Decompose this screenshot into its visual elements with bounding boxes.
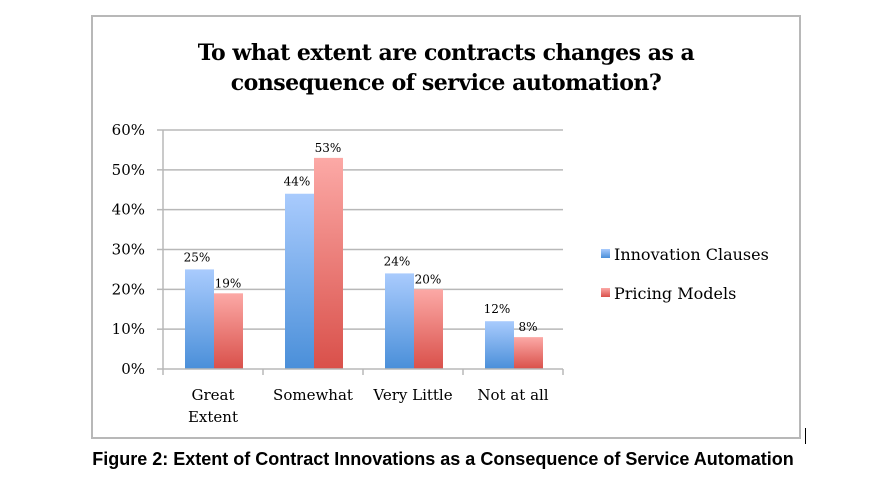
data-label: 8%	[518, 320, 537, 334]
x-category-label: Not at all	[477, 386, 548, 404]
y-tick-label: 30%	[112, 241, 145, 259]
legend-swatch	[601, 249, 610, 258]
chart-title-line-1: To what extent are contracts changes as …	[197, 40, 695, 66]
data-label: 44%	[284, 175, 311, 189]
y-tick-label: 20%	[112, 280, 145, 298]
bar-pricing-models	[314, 157, 343, 369]
bar-innovation-clauses	[185, 269, 214, 369]
legend-label: Innovation Clauses	[614, 245, 769, 264]
text-cursor	[805, 428, 806, 444]
y-tick-label: 60%	[112, 121, 145, 139]
data-label: 12%	[484, 302, 511, 316]
data-label: 53%	[315, 141, 342, 155]
y-tick-label: 50%	[112, 161, 145, 179]
y-tick-label: 40%	[112, 201, 145, 219]
bar-innovation-clauses	[485, 321, 514, 369]
gridlines	[163, 129, 563, 330]
x-category-label: Great	[191, 386, 234, 404]
bar-pricing-models	[514, 337, 543, 369]
chart-title: To what extent are contracts changes as …	[91, 38, 801, 98]
bars	[185, 157, 543, 369]
bar-pricing-models	[414, 289, 443, 369]
x-category-label: Very Little	[372, 386, 452, 404]
x-category-label: Somewhat	[273, 386, 353, 404]
figure-caption: Figure 2: Extent of Contract Innovations…	[92, 449, 794, 469]
bar-innovation-clauses	[285, 193, 314, 369]
legend-swatch	[601, 288, 610, 297]
data-label: 20%	[415, 272, 442, 286]
axes: 0% 10% 20% 30% 40% 50% 60% Great Extent Somewhat V…	[112, 121, 564, 426]
x-category-label: Extent	[188, 408, 238, 426]
legend-label: Pricing Models	[614, 284, 736, 303]
data-label: 19%	[215, 276, 242, 290]
bar-innovation-clauses	[385, 273, 414, 369]
bar-pricing-models	[214, 293, 243, 369]
y-tick-label: 10%	[112, 320, 145, 338]
y-tick-label: 0%	[121, 360, 145, 378]
data-label: 24%	[384, 254, 411, 268]
data-label: 25%	[184, 250, 211, 264]
data-labels: 25% 44% 24% 12% 19% 53% 20% 8%	[184, 141, 538, 334]
legend: Innovation Clauses Pricing Models	[601, 245, 769, 303]
chart-title-line-2: consequence of service automation?	[230, 70, 662, 96]
